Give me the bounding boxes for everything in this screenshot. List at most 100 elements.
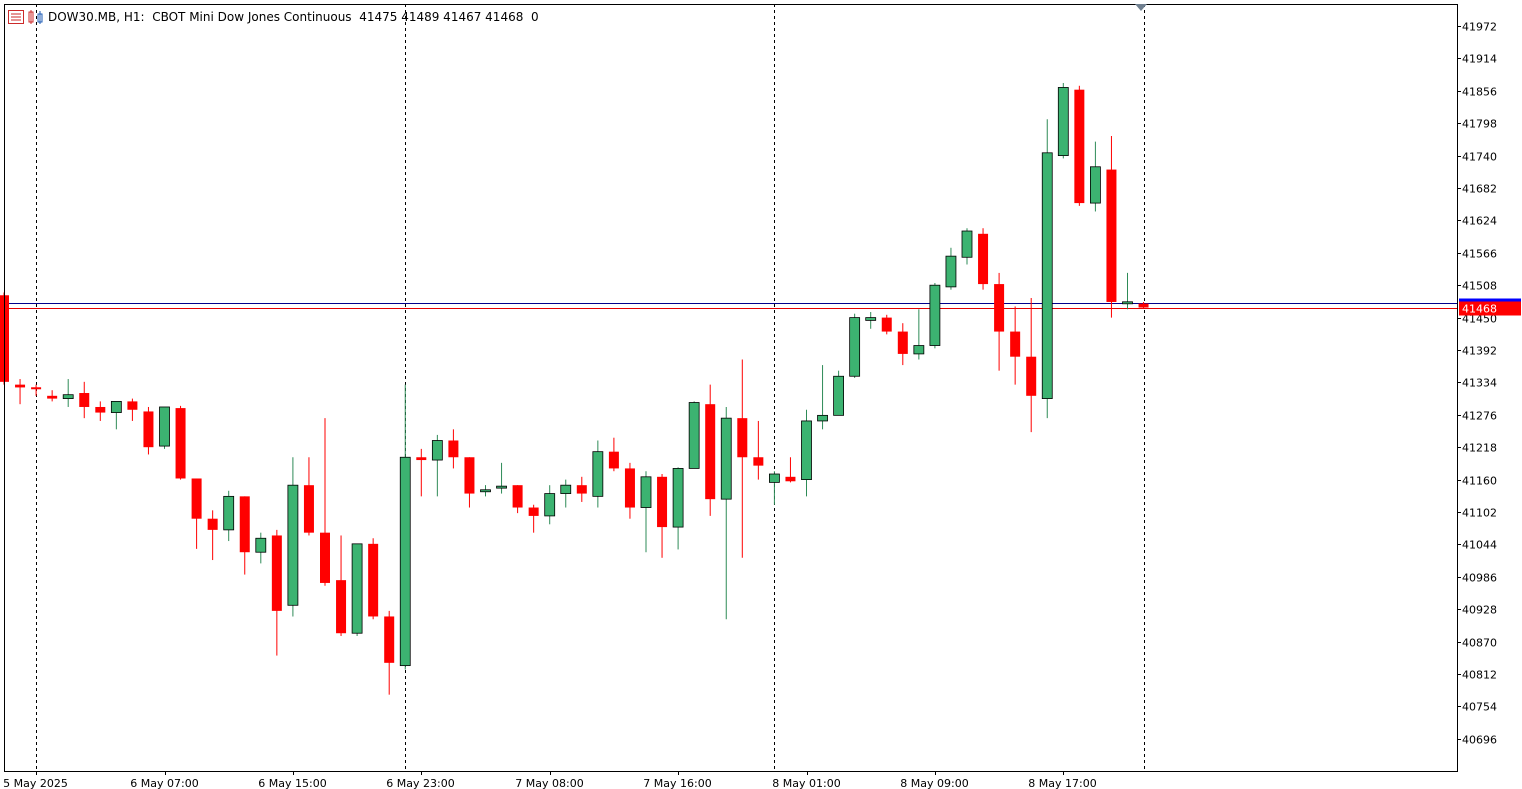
candle xyxy=(1106,136,1117,318)
price-tick-label: 41392 xyxy=(1462,345,1497,358)
candle-body xyxy=(560,484,572,494)
candle-body xyxy=(672,468,684,528)
candle xyxy=(512,485,523,514)
candle-body xyxy=(223,495,235,531)
price-tick-label: 40986 xyxy=(1462,572,1497,585)
candle xyxy=(881,314,892,335)
candle xyxy=(528,504,539,533)
candle xyxy=(15,379,26,405)
candle-body xyxy=(384,616,395,663)
candle xyxy=(384,610,395,695)
chart-header: DOW30.MB, H1: CBOT Mini Dow Jones Contin… xyxy=(8,8,539,26)
price-tick-label: 41044 xyxy=(1462,539,1497,552)
candle xyxy=(175,405,186,480)
candle xyxy=(336,535,347,637)
candle-body xyxy=(657,476,668,528)
price-tick-label: 41276 xyxy=(1462,410,1497,423)
candle-body xyxy=(865,317,877,321)
candlesticks xyxy=(0,82,1149,695)
candle-body xyxy=(431,440,443,461)
candle-body xyxy=(62,394,74,400)
candle-body xyxy=(1090,166,1101,204)
candle xyxy=(994,272,1005,371)
candle-body xyxy=(592,451,604,497)
price-tick-label: 41624 xyxy=(1462,215,1497,228)
candle-body xyxy=(336,580,347,634)
time-tick-label: 6 May 23:00 xyxy=(386,777,454,789)
candle xyxy=(255,532,267,564)
candle-body xyxy=(817,414,828,422)
price-tags: 41468 xyxy=(1459,298,1521,316)
time-axis[interactable]: 5 May 2025 6 May 07:00 6 May 15:00 6 May 23… xyxy=(3,771,1097,789)
candle-body xyxy=(175,408,186,479)
candle-body xyxy=(320,532,330,583)
candle xyxy=(865,312,877,329)
candle-body xyxy=(191,478,202,519)
candle-body xyxy=(849,317,861,377)
ohlc-values: 41475 41489 41467 41468 xyxy=(359,10,524,24)
candle xyxy=(544,485,556,525)
candle-body xyxy=(207,518,218,530)
candle-body xyxy=(95,406,106,413)
time-tick-label: 6 May 07:00 xyxy=(130,777,198,789)
candle-body xyxy=(624,468,635,508)
candle-body xyxy=(785,476,796,482)
price-tick-label: 41102 xyxy=(1462,507,1497,520)
candle-body xyxy=(769,473,780,483)
price-tick-label: 41798 xyxy=(1462,118,1497,131)
candle xyxy=(303,457,314,536)
candle-body xyxy=(464,457,475,494)
candle-body xyxy=(994,284,1005,332)
candle-body xyxy=(1057,87,1069,156)
candle xyxy=(720,406,732,620)
price-tick-label: 41566 xyxy=(1462,248,1497,261)
candle xyxy=(62,379,74,407)
candle xyxy=(464,457,475,508)
price-axis[interactable]: 41972 41914 41856 41798 41740 41682 41624 41566… xyxy=(1457,21,1497,747)
ask-price-tag xyxy=(1459,298,1521,304)
candle-body xyxy=(1074,89,1085,204)
time-tick-label: 8 May 09:00 xyxy=(900,777,968,789)
candle xyxy=(191,478,202,549)
candle xyxy=(1122,272,1133,310)
candle xyxy=(1041,119,1053,419)
current-price-label: 41468 xyxy=(1462,303,1497,316)
candle-body xyxy=(110,400,122,413)
candle-body xyxy=(528,507,539,516)
price-tick-label: 41218 xyxy=(1462,442,1497,455)
candle xyxy=(159,406,170,449)
candle xyxy=(399,384,411,670)
candle-body xyxy=(929,284,941,346)
candle-body xyxy=(1041,152,1053,400)
current-price-tag xyxy=(1459,301,1521,316)
time-tick-label: 6 May 15:00 xyxy=(258,777,326,789)
candle xyxy=(624,462,635,519)
candle-body xyxy=(640,476,652,508)
candle-body xyxy=(720,417,732,500)
candle-body xyxy=(1138,303,1149,308)
candle-body xyxy=(351,543,363,634)
candle xyxy=(913,309,925,360)
price-tick-label: 40870 xyxy=(1462,637,1497,650)
candle xyxy=(223,490,235,542)
candle xyxy=(688,401,700,469)
candle xyxy=(239,496,250,575)
candle xyxy=(817,365,828,430)
price-tick-label: 41450 xyxy=(1462,313,1497,326)
time-tick-label: 8 May 01:00 xyxy=(772,777,840,789)
price-tick-label: 41334 xyxy=(1462,377,1497,390)
candle-body xyxy=(753,457,764,466)
candle xyxy=(801,409,812,497)
candle xyxy=(560,479,572,508)
candle xyxy=(978,228,989,290)
chart-shift-marker[interactable] xyxy=(1135,4,1147,11)
candle xyxy=(480,485,491,497)
price-tick-label: 41856 xyxy=(1462,86,1497,99)
candle-body xyxy=(705,404,716,500)
candle xyxy=(1090,141,1101,212)
price-tick-label: 41508 xyxy=(1462,280,1497,293)
candle-body xyxy=(688,402,700,469)
candle xyxy=(753,420,764,480)
candle-body xyxy=(961,230,973,258)
